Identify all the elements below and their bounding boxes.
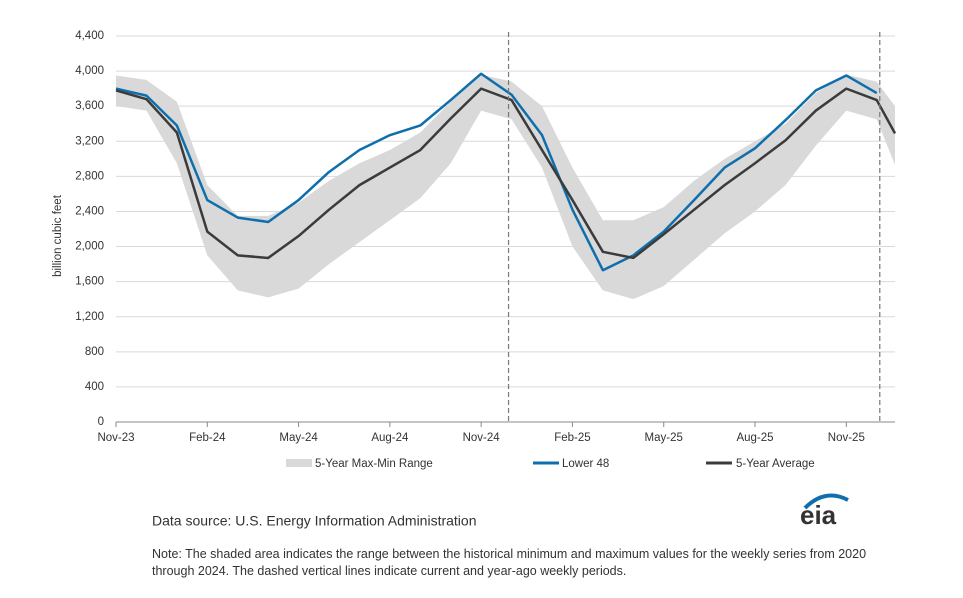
x-tick-label: Nov-23 <box>97 432 134 444</box>
x-tick-label: May-25 <box>645 432 683 444</box>
y-tick-label: 400 <box>85 381 104 393</box>
x-tick-label: Nov-25 <box>828 432 865 444</box>
y-tick-label: 4,400 <box>75 30 104 42</box>
y-tick-label: 2,000 <box>75 241 104 253</box>
source: Data source: U.S. Energy Information Adm… <box>152 513 476 529</box>
y-tick-label: 4,000 <box>75 65 104 77</box>
series-line <box>115 87 897 260</box>
x-tick-label: Nov-24 <box>463 432 501 444</box>
series-line <box>115 72 878 272</box>
x-tick-label: Feb-25 <box>554 432 590 444</box>
logo-arc <box>803 493 849 510</box>
legend-label: Lower 48 <box>562 458 609 470</box>
y-tick-label: 0 <box>98 416 104 428</box>
note: Note: The shaded area indicates the rang… <box>152 547 867 578</box>
y-tick-label: 1,600 <box>75 276 104 288</box>
x-tick-label: Feb-24 <box>189 432 226 444</box>
y-tick-label: 2,800 <box>75 170 104 182</box>
x-tick-label: May-24 <box>279 432 318 444</box>
x-tick-label: Aug-24 <box>371 432 409 444</box>
y-tick-label: 3,600 <box>75 100 104 112</box>
range-band <box>116 74 895 300</box>
y-tick-label: 1,200 <box>75 311 104 323</box>
y-tick-label: 2,400 <box>75 205 104 217</box>
legend-swatch <box>286 459 312 467</box>
y-tick-label: 3,200 <box>75 135 104 147</box>
legend-label: 5-Year Average <box>736 458 815 470</box>
logo: eia <box>800 500 837 530</box>
legend-label: 5-Year Max-Min Range <box>315 458 433 470</box>
y-tick-label: 800 <box>85 346 104 358</box>
y-axis-label: billion cubic feet <box>52 194 64 277</box>
x-tick-label: Aug-25 <box>736 432 773 444</box>
